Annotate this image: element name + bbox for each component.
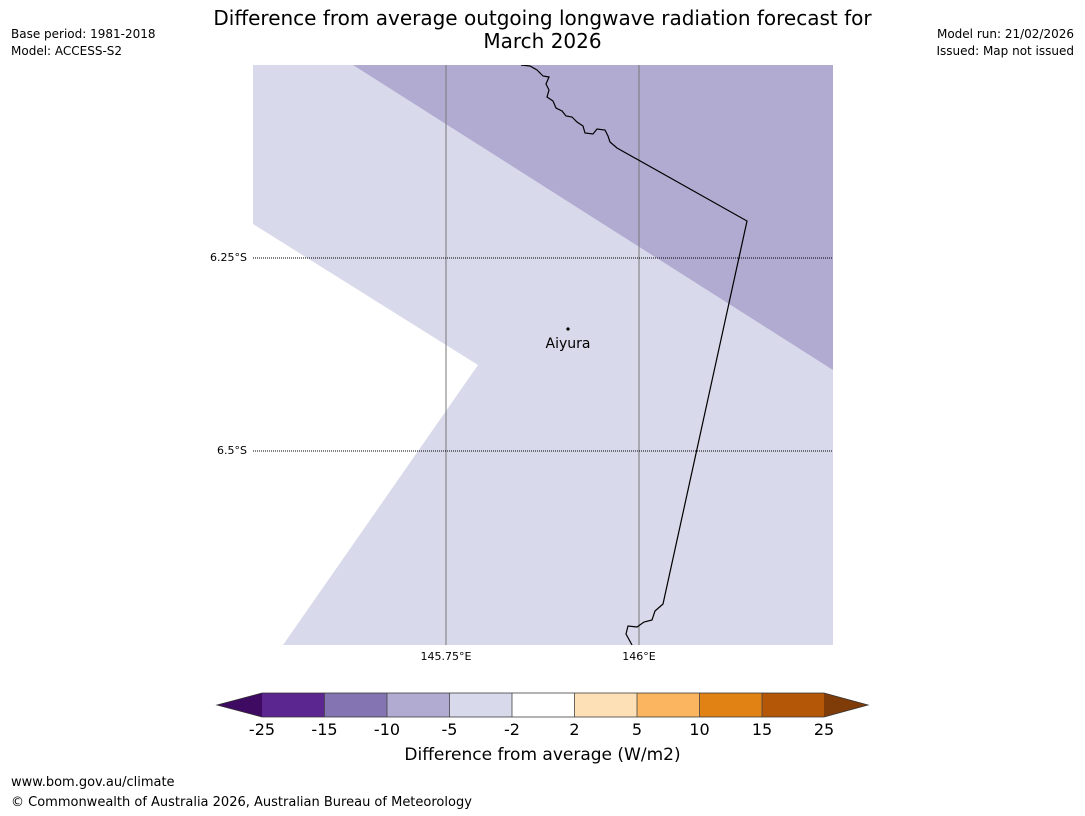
lon-label-146: 146°E [622, 650, 656, 663]
meta-right: Model run: 21/02/2026 Issued: Map not is… [936, 26, 1074, 60]
colorbar-swatch [762, 693, 824, 717]
colorbar-tick: -10 [373, 720, 401, 739]
model-run-text: Model run: 21/02/2026 [936, 27, 1074, 41]
meta-left: Base period: 1981-2018 Model: ACCESS-S2 [11, 26, 156, 60]
boundary-line [520, 65, 748, 645]
colorbar-tick: 25 [813, 720, 835, 739]
page-title: Difference from average outgoing longwav… [180, 7, 905, 53]
colorbar-swatch [574, 693, 637, 717]
colorbar-tick: 10 [689, 720, 710, 739]
issued-text: Issued: Map not issued [936, 44, 1074, 58]
lon-label-145-75: 145.75°E [420, 650, 472, 663]
colorbar-swatch [387, 693, 450, 717]
colorbar-swatch [262, 693, 325, 717]
colorbar-tick: 5 [631, 720, 643, 739]
footer-copyright: © Commonwealth of Australia 2026, Austra… [11, 795, 472, 810]
colorbar-label: Difference from average (W/m2) [0, 745, 1085, 765]
colorbar-swatch [699, 693, 762, 717]
band-minus2-2 [253, 224, 478, 645]
place-marker [566, 327, 570, 331]
lat-label-6-25: 6.25°S [210, 251, 247, 264]
colorbar-swatch [512, 693, 575, 717]
colorbar-tick: -5 [441, 720, 458, 739]
colorbar-tick: -25 [248, 720, 276, 739]
colorbar-tick: 15 [751, 720, 773, 739]
colorbar-extend-high [824, 693, 868, 717]
colorbar-swatch [449, 693, 512, 717]
colorbar-extend-low [217, 693, 262, 717]
colorbar-tick: -2 [504, 720, 520, 739]
colorbar-swatch [637, 693, 700, 717]
colorbar-swatch [324, 693, 387, 717]
colorbar-tick: 2 [569, 720, 580, 739]
title-line-2: March 2026 [483, 29, 602, 53]
band-minus10-minus5 [353, 65, 833, 370]
model-text: Model: ACCESS-S2 [11, 44, 123, 58]
colorbar-label-text: Difference from average (W/m2) [404, 745, 681, 765]
place-label: Aiyura [545, 336, 591, 352]
colorbar-tick: -15 [311, 720, 338, 739]
title-line-1: Difference from average outgoing longwav… [213, 6, 872, 30]
lat-label-6-5: 6.5°S [217, 444, 247, 457]
base-period-text: Base period: 1981-2018 [11, 27, 156, 41]
footer-url[interactable]: www.bom.gov.au/climate [11, 775, 175, 790]
